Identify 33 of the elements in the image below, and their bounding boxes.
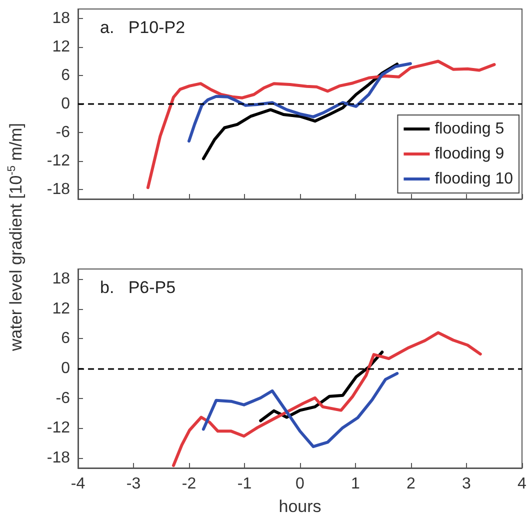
y-tick-label: 6 [61,330,70,348]
y-tick-label: -12 [46,152,70,170]
y-tick-label: -6 [56,390,70,407]
text: b. P6-P5 [100,278,176,297]
x-tick-label: -4 [70,476,86,492]
line-series [202,372,399,448]
y-tick-label: 18 [52,270,70,288]
y-tick-label: 6 [61,67,70,84]
y-tick-label: -18 [46,181,70,198]
line-series [146,60,496,190]
legend-label: flooding 10 [434,170,514,188]
x-tick-label: 2 [406,476,416,492]
line-series [188,62,412,143]
x-axis-title: hours [278,497,322,516]
x-tick-label: 0 [296,476,305,492]
x-tick-label: -2 [182,476,196,492]
legend-label: flooding 9 [434,146,504,162]
y-tick-label: 12 [52,300,70,318]
y-tick-label: -18 [46,450,70,467]
x-tick-label: 1 [351,476,360,492]
y-tick-label: 12 [52,38,70,56]
x-tick-label: -1 [237,476,252,492]
y-tick-label: 18 [52,10,70,27]
y-tick-label: 0 [61,96,70,112]
text: a. P10-P2 [100,18,186,37]
x-tick-label: -3 [126,476,141,492]
y-tick-label: -6 [56,124,70,141]
line-series [172,331,482,468]
x-tick-label: 3 [462,476,472,492]
y-tick-label: -12 [46,420,70,437]
x-tick-label: 4 [518,476,527,492]
legend-label: flooding 5 [434,120,504,138]
y-tick-label: 0 [61,360,70,377]
